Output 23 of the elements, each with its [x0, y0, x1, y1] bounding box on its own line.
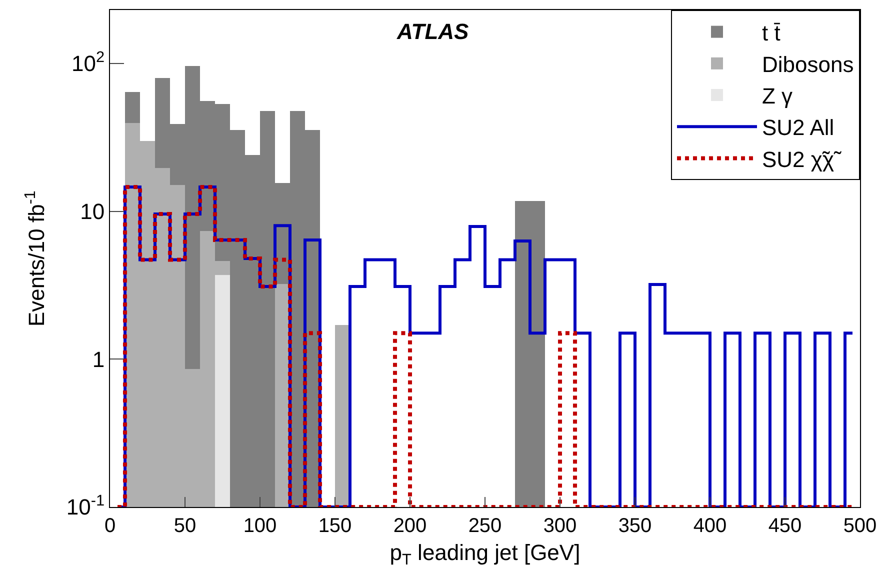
legend-label: SU2 χ̃χ̃ [762, 146, 842, 172]
bar [125, 92, 140, 123]
x-tick-label: 500 [843, 515, 877, 537]
x-tick-label: 250 [468, 515, 502, 537]
legend-label: Dibosons [762, 52, 854, 77]
x-tick-label: 0 [104, 515, 116, 537]
x-tick-label: 50 [174, 515, 196, 537]
legend-label: Z γ [762, 84, 793, 109]
x-tick-label: 450 [768, 515, 802, 537]
legend-label: SU2 All [762, 115, 834, 140]
x-tick-label: 350 [618, 515, 652, 537]
x-tick-label: 100 [243, 515, 277, 537]
x-tick-label: 150 [318, 515, 352, 537]
annotation: ATLAS [396, 19, 470, 44]
legend-label: t t̄ [762, 20, 780, 46]
x-tick-label: 300 [543, 515, 577, 537]
x-tick-label: 200 [393, 515, 427, 537]
y-tick-label: 10 [80, 199, 105, 224]
x-axis-title: p$_{T}$ leading jet [GeV] [390, 540, 580, 569]
y-tick-label: 10$^{2}$ [72, 48, 105, 76]
x-tick-label: 400 [693, 515, 727, 537]
y-tick-label: 1 [92, 346, 105, 372]
y-tick-label: 10$^{-1}$ [66, 492, 105, 520]
